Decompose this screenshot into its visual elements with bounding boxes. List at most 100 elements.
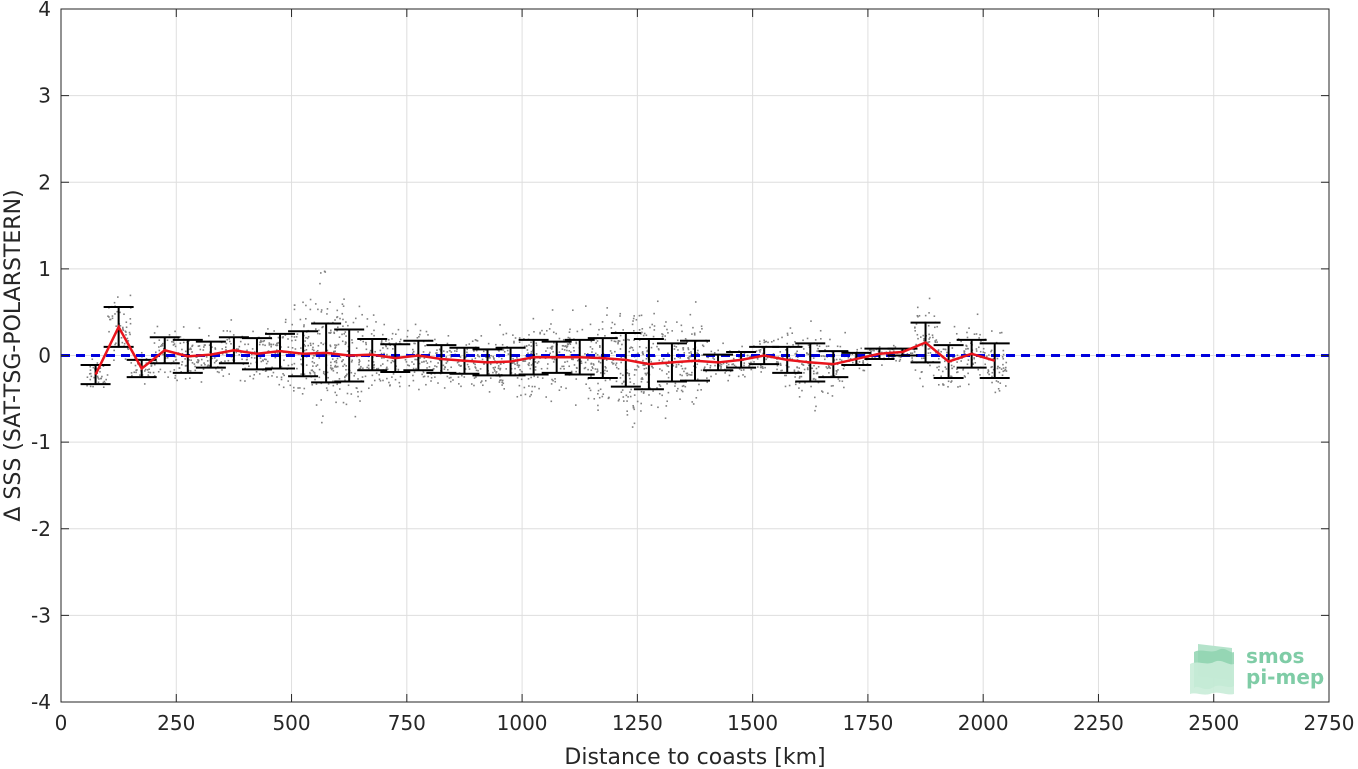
scatter-point — [241, 358, 243, 361]
scatter-point — [293, 362, 296, 365]
scatter-point — [494, 370, 496, 372]
scatter-point — [351, 359, 353, 362]
scatter-point — [569, 343, 572, 345]
scatter-point — [262, 359, 264, 361]
scatter-point — [303, 343, 306, 346]
scatter-point — [911, 352, 914, 354]
scatter-point — [101, 375, 103, 378]
scatter-point — [658, 392, 661, 395]
scatter-point — [411, 361, 413, 363]
scatter-point — [801, 363, 803, 365]
scatter-point — [352, 321, 355, 324]
scatter-point — [623, 380, 625, 383]
scatter-point — [843, 386, 845, 389]
scatter-point — [826, 367, 829, 370]
scatter-point — [158, 349, 161, 352]
scatter-point — [835, 370, 838, 372]
scatter-point — [835, 373, 838, 375]
scatter-point — [709, 366, 712, 369]
scatter-point — [860, 347, 863, 350]
scatter-point — [952, 356, 954, 359]
scatter-point — [965, 344, 967, 347]
scatter-point — [152, 371, 155, 374]
scatter-point — [342, 401, 345, 404]
scatter-point — [115, 342, 117, 345]
scatter-point — [784, 385, 787, 388]
scatter-point — [346, 392, 349, 395]
scatter-point — [980, 340, 982, 342]
scatter-point — [966, 363, 969, 366]
scatter-point — [978, 346, 980, 349]
scatter-point — [470, 383, 473, 385]
scatter-point — [835, 371, 838, 373]
scatter-point — [314, 303, 317, 305]
scatter-point — [830, 385, 833, 387]
scatter-point — [604, 369, 606, 372]
scatter-point — [965, 348, 967, 350]
scatter-point — [963, 352, 966, 354]
scatter-point — [391, 338, 393, 340]
scatter-point — [97, 376, 99, 379]
scatter-point — [940, 350, 942, 353]
scatter-point — [306, 337, 309, 340]
scatter-point — [812, 370, 815, 373]
scatter-point — [314, 374, 316, 376]
scatter-point — [395, 333, 397, 336]
scatter-point — [696, 363, 699, 366]
scatter-point — [385, 340, 387, 342]
scatter-point — [633, 422, 636, 425]
scatter-point — [315, 365, 318, 367]
scatter-point — [365, 348, 368, 351]
scatter-point — [329, 367, 332, 369]
scatter-point — [927, 348, 930, 350]
scatter-point — [707, 356, 709, 359]
scatter-point — [452, 379, 454, 381]
scatter-point — [551, 378, 553, 381]
scatter-point — [537, 360, 540, 363]
scatter-point — [351, 341, 354, 344]
scatter-point — [533, 375, 535, 378]
scatter-point — [356, 387, 358, 390]
scatter-point — [661, 333, 663, 335]
scatter-point — [604, 365, 607, 368]
scatter-point — [367, 359, 370, 362]
scatter-point — [753, 361, 755, 363]
scatter-point — [913, 351, 916, 353]
scatter-point — [785, 348, 787, 351]
scatter-point — [153, 375, 156, 377]
scatter-point — [214, 347, 217, 349]
scatter-point — [652, 342, 655, 345]
scatter-point — [312, 370, 315, 373]
scatter-point — [600, 372, 602, 374]
scatter-point — [937, 350, 940, 353]
scatter-point — [344, 379, 346, 382]
scatter-point — [590, 369, 593, 372]
scatter-point — [290, 335, 293, 338]
scatter-point — [816, 372, 819, 375]
scatter-point — [384, 344, 387, 347]
scatter-point — [280, 365, 283, 368]
scatter-point — [998, 390, 1001, 392]
scatter-point — [551, 348, 553, 350]
scatter-point — [605, 367, 607, 369]
scatter-point — [553, 342, 555, 344]
scatter-point — [530, 345, 533, 347]
scatter-point — [386, 366, 388, 369]
scatter-point — [145, 358, 148, 360]
scatter-point — [550, 400, 553, 403]
scatter-point — [627, 396, 629, 398]
scatter-point — [701, 354, 703, 357]
scatter-point — [419, 329, 422, 332]
scatter-point — [280, 376, 283, 379]
scatter-point — [147, 371, 150, 374]
scatter-point — [213, 361, 216, 364]
scatter-point — [502, 349, 505, 351]
scatter-point — [524, 355, 527, 357]
scatter-point — [870, 350, 872, 353]
scatter-point — [797, 370, 800, 373]
scatter-point — [194, 369, 197, 372]
scatter-point — [569, 354, 572, 356]
scatter-point — [271, 375, 273, 377]
scatter-point — [798, 367, 801, 369]
scatter-point — [92, 385, 94, 388]
